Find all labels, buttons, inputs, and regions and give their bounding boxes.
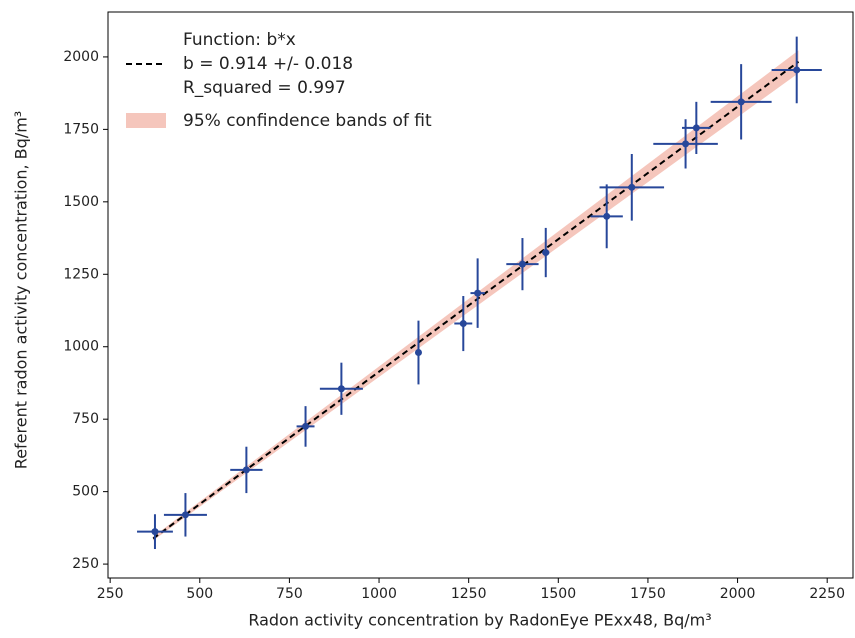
point (628, 183, 636, 191)
point (414, 349, 422, 357)
x-tick-label: 1000 (361, 586, 397, 602)
legend-swatch (126, 113, 166, 128)
point (542, 249, 550, 257)
y-tick-label: 1000 (63, 339, 99, 355)
point (302, 422, 310, 430)
x-tick-label: 500 (186, 586, 213, 602)
legend-text: R_squared = 0.997 (183, 78, 346, 98)
y-tick-label: 1250 (63, 266, 99, 282)
y-axis-label: Referent radon activity concentration, B… (12, 111, 31, 469)
y-tick-label: 1500 (63, 194, 99, 210)
x-tick-label: 1500 (540, 586, 576, 602)
point (682, 140, 690, 148)
x-tick-label: 2000 (720, 586, 756, 602)
point (181, 511, 189, 519)
y-tick-label: 1750 (63, 121, 99, 137)
legend-text: b = 0.914 +/- 0.018 (183, 54, 353, 74)
fit-line (152, 60, 800, 540)
legend-text: Function: b*x (183, 30, 296, 50)
x-tick-label: 1750 (630, 586, 666, 602)
x-tick-label: 1250 (451, 586, 487, 602)
point (242, 466, 250, 474)
point (459, 320, 467, 328)
legend-text: 95% confindence bands of fit (183, 111, 432, 131)
point (603, 212, 611, 220)
plot-frame (107, 11, 854, 579)
point (692, 124, 700, 132)
x-axis-label: Radon activity concentration by RadonEye… (248, 611, 711, 630)
point (518, 260, 526, 268)
x-tick-label: 2250 (809, 586, 845, 602)
y-tick-label: 250 (72, 556, 99, 572)
point (793, 66, 801, 74)
y-tick-label: 750 (72, 411, 99, 427)
point (474, 289, 482, 297)
x-tick-label: 250 (97, 586, 124, 602)
point (337, 385, 345, 393)
y-tick-label: 500 (72, 484, 99, 500)
point (737, 98, 745, 106)
point (151, 528, 159, 536)
x-tick-label: 750 (276, 586, 303, 602)
y-tick-label: 2000 (63, 49, 99, 65)
